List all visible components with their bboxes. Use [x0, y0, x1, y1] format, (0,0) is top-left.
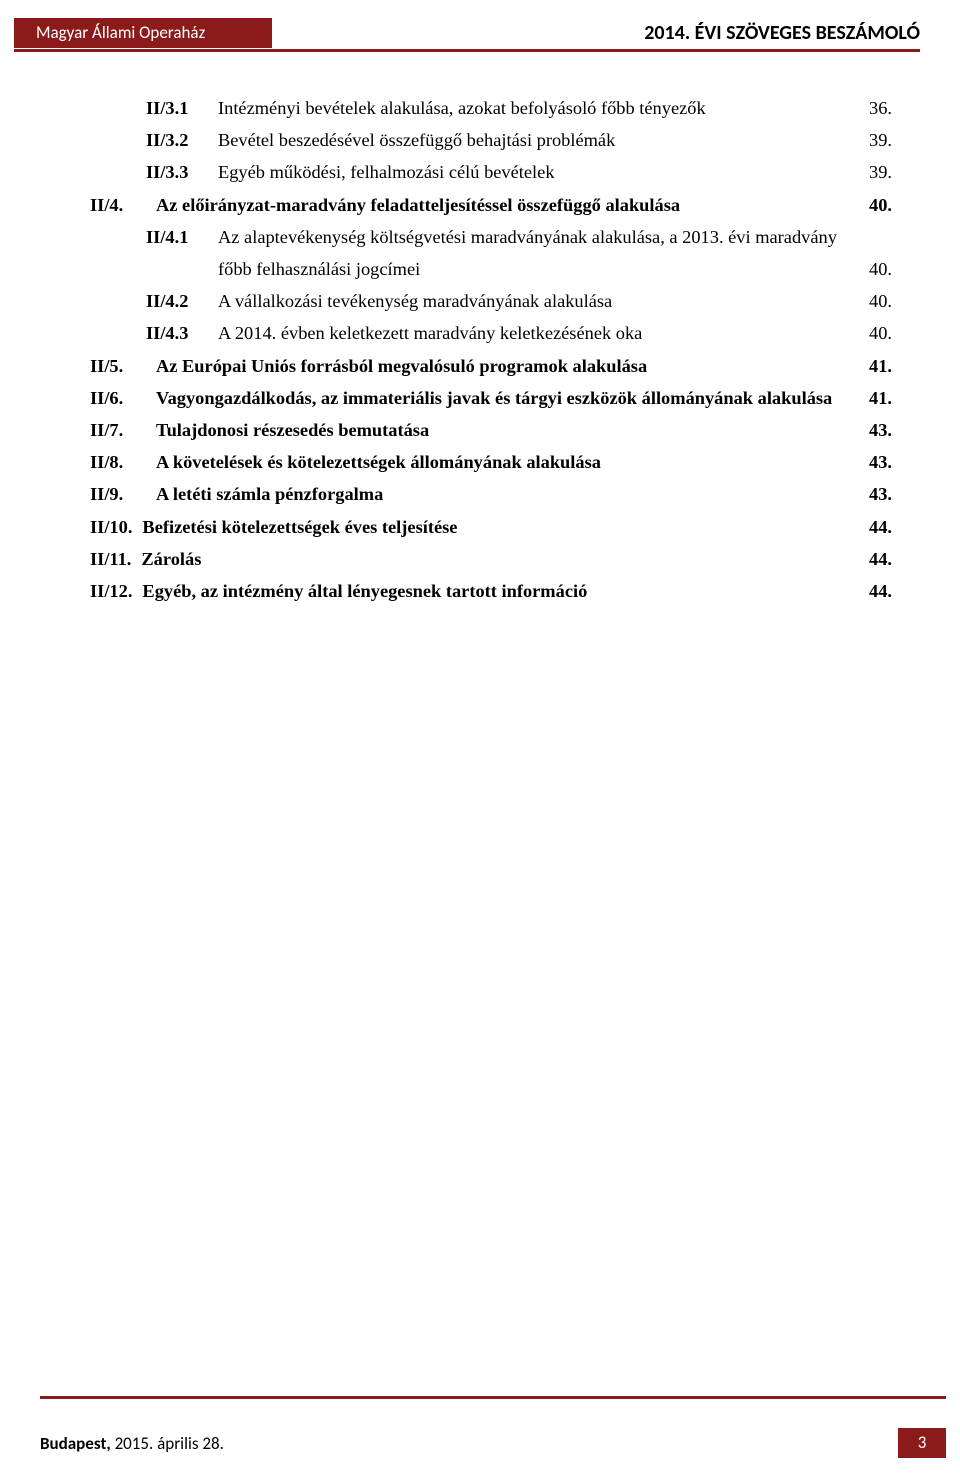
toc-row: II/9. A letéti számla pénzforgalma 43.	[90, 478, 892, 510]
footer-rule	[40, 1396, 946, 1426]
toc-num: II/5.	[90, 350, 150, 382]
toc-row: II/4. Az előirányzat-maradvány feladatte…	[90, 189, 892, 221]
toc-text: Az alaptevékenység költségvetési maradvá…	[212, 221, 849, 285]
toc-left: II/5. Az Európai Uniós forrásból megvaló…	[90, 350, 849, 382]
toc-num: II/4.1	[146, 221, 212, 253]
toc-num: II/3.1	[146, 92, 212, 124]
toc-left: II/4.2 A vállalkozási tevékenység maradv…	[146, 285, 849, 317]
toc-row: II/4.3 A 2014. évben keletkezett maradvá…	[90, 317, 892, 349]
toc-row: II/6. Vagyongazdálkodás, az immateriális…	[90, 382, 892, 414]
footer-page-number: 3	[918, 1432, 927, 1453]
toc-num: II/8.	[90, 446, 150, 478]
toc-num: II/4.	[90, 189, 150, 221]
toc-page: 41.	[849, 382, 892, 414]
toc-page: 40.	[849, 253, 892, 285]
toc-page: 43.	[849, 446, 892, 478]
toc-row: II/8. A követelések és kötelezettségek á…	[90, 446, 892, 478]
toc-left: II/11. Zárolás	[90, 543, 849, 575]
toc-left: II/3.3 Egyéb működési, felhalmozási célú…	[146, 156, 849, 188]
toc-left: II/9. A letéti számla pénzforgalma	[90, 478, 849, 510]
toc-content: II/3.1 Intézményi bevételek alakulása, a…	[90, 92, 892, 607]
header-right-text: 2014. ÉVI SZÖVEGES BESZÁMOLÓ	[644, 18, 920, 48]
toc-text: Egyéb, az intézmény által lényegesnek ta…	[132, 575, 587, 607]
toc-num: II/3.3	[146, 156, 212, 188]
toc-row: II/3.3 Egyéb működési, felhalmozási célú…	[90, 156, 892, 188]
toc-text: Befizetési kötelezettségek éves teljesít…	[132, 511, 457, 543]
footer-left: Budapest, 2015. április 28.	[40, 1433, 224, 1454]
toc-left: II/6. Vagyongazdálkodás, az immateriális…	[90, 382, 849, 414]
toc-num: II/9.	[90, 478, 150, 510]
toc-left: II/7. Tulajdonosi részesedés bemutatása	[90, 414, 849, 446]
toc-page: 40.	[849, 189, 892, 221]
toc-text: Az Európai Uniós forrásból megvalósuló p…	[150, 350, 647, 382]
toc-num: II/3.2	[146, 124, 212, 156]
toc-page: 40.	[849, 317, 892, 349]
toc-page: 36.	[849, 92, 892, 124]
toc-left: II/3.2 Bevétel beszedésével összefüggő b…	[146, 124, 849, 156]
toc-row: II/5. Az Európai Uniós forrásból megvaló…	[90, 350, 892, 382]
toc-text: A vállalkozási tevékenység maradványának…	[212, 285, 612, 317]
toc-page: 44.	[849, 575, 892, 607]
toc-page: 39.	[849, 156, 892, 188]
toc-left: II/12. Egyéb, az intézmény által lényege…	[90, 575, 849, 607]
toc-row: II/4.2 A vállalkozási tevékenység maradv…	[90, 285, 892, 317]
toc-num: II/6.	[90, 382, 150, 414]
toc-page: 39.	[849, 124, 892, 156]
toc-text: Az előirányzat-maradvány feladatteljesít…	[150, 189, 680, 221]
page: Magyar Állami Operaház 2014. ÉVI SZÖVEGE…	[0, 0, 960, 1478]
header-left-box: Magyar Állami Operaház	[14, 18, 272, 48]
toc-text: Zárolás	[131, 543, 201, 575]
toc-left: II/8. A követelések és kötelezettségek á…	[90, 446, 849, 478]
toc-row: II/12. Egyéb, az intézmény által lényege…	[90, 575, 892, 607]
toc-text: A letéti számla pénzforgalma	[150, 478, 383, 510]
toc-num: II/4.2	[146, 285, 212, 317]
toc-num: II/7.	[90, 414, 150, 446]
toc-left: II/4.3 A 2014. évben keletkezett maradvá…	[146, 317, 849, 349]
toc-text: Vagyongazdálkodás, az immateriális javak…	[150, 382, 832, 414]
header-left-text: Magyar Állami Operaház	[36, 22, 205, 43]
toc-page: 43.	[849, 414, 892, 446]
toc-left: II/4.1 Az alaptevékenység költségvetési …	[146, 221, 849, 285]
footer-city: Budapest,	[40, 1433, 111, 1454]
toc-page: 40.	[849, 285, 892, 317]
toc-row: II/3.1 Intézményi bevételek alakulása, a…	[90, 92, 892, 124]
toc-num: II/11.	[90, 543, 131, 575]
toc-left: II/4. Az előirányzat-maradvány feladatte…	[90, 189, 849, 221]
toc-row: II/7. Tulajdonosi részesedés bemutatása …	[90, 414, 892, 446]
toc-row: II/4.1 Az alaptevékenység költségvetési …	[90, 221, 892, 285]
toc-row: II/11. Zárolás 44.	[90, 543, 892, 575]
toc-text: A 2014. évben keletkezett maradvány kele…	[212, 317, 642, 349]
toc-num: II/4.3	[146, 317, 212, 349]
toc-num: II/12.	[90, 575, 132, 607]
toc-text: Bevétel beszedésével összefüggő behajtás…	[212, 124, 615, 156]
toc-row: II/3.2 Bevétel beszedésével összefüggő b…	[90, 124, 892, 156]
toc-text: Tulajdonosi részesedés bemutatása	[150, 414, 429, 446]
toc-text: A követelések és kötelezettségek állomán…	[150, 446, 601, 478]
toc-text: Egyéb működési, felhalmozási célú bevéte…	[212, 156, 555, 188]
toc-num: II/10.	[90, 511, 132, 543]
toc-page: 44.	[849, 511, 892, 543]
toc-page: 41.	[849, 350, 892, 382]
toc-page: 43.	[849, 478, 892, 510]
toc-page: 44.	[849, 543, 892, 575]
footer-page-box: 3	[898, 1428, 946, 1458]
footer-date: 2015. április 28.	[115, 1433, 224, 1454]
toc-row: II/10. Befizetési kötelezettségek éves t…	[90, 511, 892, 543]
toc-left: II/3.1 Intézményi bevételek alakulása, a…	[146, 92, 849, 124]
toc-text: Intézményi bevételek alakulása, azokat b…	[212, 92, 706, 124]
toc-left: II/10. Befizetési kötelezettségek éves t…	[90, 511, 849, 543]
